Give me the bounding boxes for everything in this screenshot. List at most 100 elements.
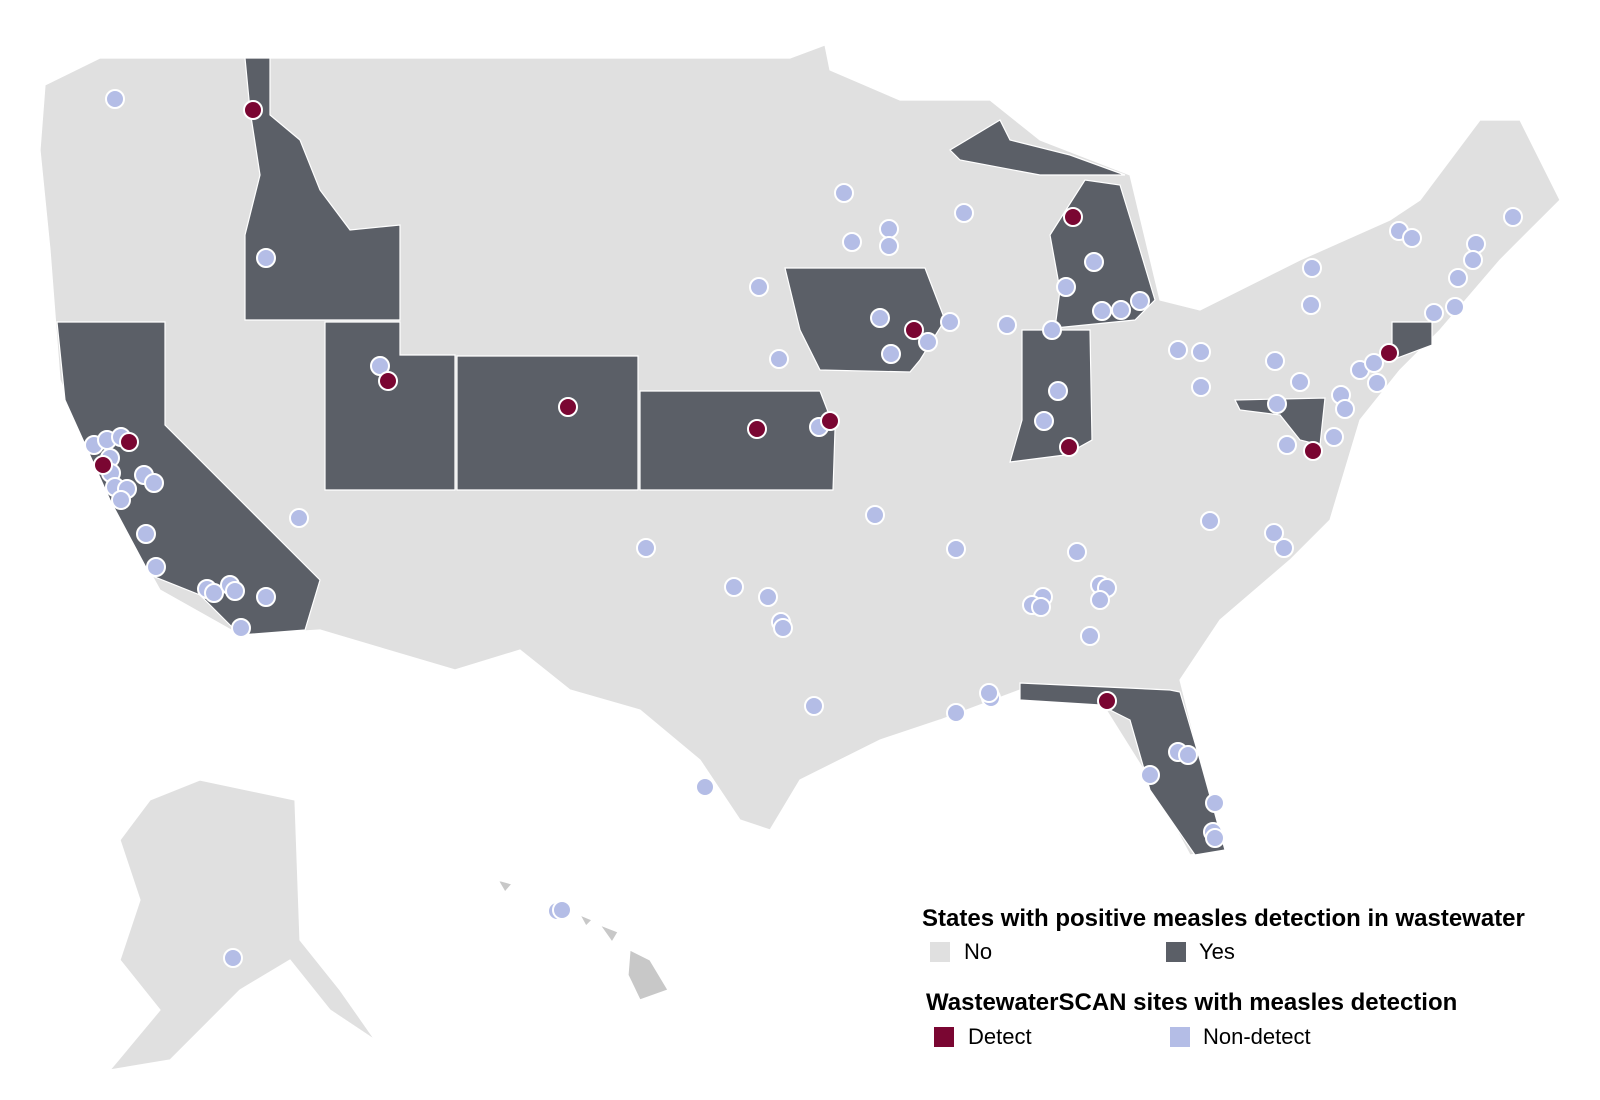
site [1130, 291, 1150, 311]
site [1445, 297, 1465, 317]
site [256, 248, 276, 268]
site [1205, 793, 1225, 813]
site [223, 948, 243, 968]
site [1402, 228, 1422, 248]
site [820, 411, 840, 431]
legend-swatch [1166, 942, 1186, 962]
iowa [784, 267, 946, 373]
site [243, 100, 263, 120]
utah [324, 321, 456, 491]
site [1042, 320, 1062, 340]
site [552, 900, 572, 920]
site [865, 505, 885, 525]
site [204, 583, 224, 603]
site [1140, 765, 1160, 785]
site [1503, 207, 1523, 227]
site [1367, 373, 1387, 393]
idaho [244, 57, 401, 321]
site [1092, 301, 1112, 321]
site [144, 473, 164, 493]
site [1324, 427, 1344, 447]
site [1097, 691, 1117, 711]
sites [84, 89, 1523, 968]
hawaii [496, 879, 669, 1001]
legend-label: Detect [968, 1024, 1032, 1049]
kansas [639, 390, 836, 491]
florida [1019, 682, 1226, 856]
site [834, 183, 854, 203]
site [724, 577, 744, 597]
legend: States with positive measles detection i… [922, 905, 1525, 1049]
site [1379, 343, 1399, 363]
site [1424, 303, 1444, 323]
site [225, 581, 245, 601]
site [1048, 381, 1068, 401]
site [1080, 626, 1100, 646]
site [136, 524, 156, 544]
site [758, 587, 778, 607]
site [289, 508, 309, 528]
site [695, 777, 715, 797]
site [918, 332, 938, 352]
site [940, 312, 960, 332]
site [946, 539, 966, 559]
site [1364, 353, 1384, 373]
colorado [456, 355, 639, 491]
site [105, 89, 125, 109]
legend-title: WastewaterSCAN sites with measles detect… [926, 989, 1457, 1016]
site [1205, 828, 1225, 848]
legend-title: States with positive measles detection i… [922, 905, 1525, 932]
site [1063, 207, 1083, 227]
site [231, 618, 251, 638]
site [979, 683, 999, 703]
site [1466, 234, 1486, 254]
site [1168, 340, 1188, 360]
site [1265, 351, 1285, 371]
site [881, 344, 901, 364]
site [1084, 252, 1104, 272]
site [1034, 411, 1054, 431]
site [870, 308, 890, 328]
site [1264, 523, 1284, 543]
legend-label: Yes [1199, 939, 1235, 964]
site [1111, 300, 1131, 320]
site [1200, 511, 1220, 531]
legend-label: No [964, 939, 992, 964]
site [1335, 399, 1355, 419]
site [636, 538, 656, 558]
site [1277, 435, 1297, 455]
site [842, 232, 862, 252]
site [1301, 295, 1321, 315]
site [879, 236, 899, 256]
maryland [1234, 397, 1326, 446]
alaska [108, 779, 376, 1071]
site [146, 557, 166, 577]
site [773, 618, 793, 638]
positive-states [56, 57, 1433, 856]
site [1178, 745, 1198, 765]
site [558, 397, 578, 417]
legend-label: Non-detect [1203, 1024, 1311, 1049]
site [1267, 394, 1287, 414]
michigan [949, 119, 1156, 329]
site [256, 587, 276, 607]
site [1303, 441, 1323, 461]
site [879, 219, 899, 239]
site [946, 703, 966, 723]
site [1290, 372, 1310, 392]
site [1031, 597, 1051, 617]
legend-swatch [1170, 1027, 1190, 1047]
site [1448, 268, 1468, 288]
site [1274, 538, 1294, 558]
site [378, 371, 398, 391]
site [1067, 542, 1087, 562]
site [1056, 277, 1076, 297]
legend-swatch [934, 1027, 954, 1047]
site [111, 490, 131, 510]
legend-swatch [930, 942, 950, 962]
site [1463, 250, 1483, 270]
site [997, 315, 1017, 335]
site [1191, 377, 1211, 397]
site [954, 203, 974, 223]
